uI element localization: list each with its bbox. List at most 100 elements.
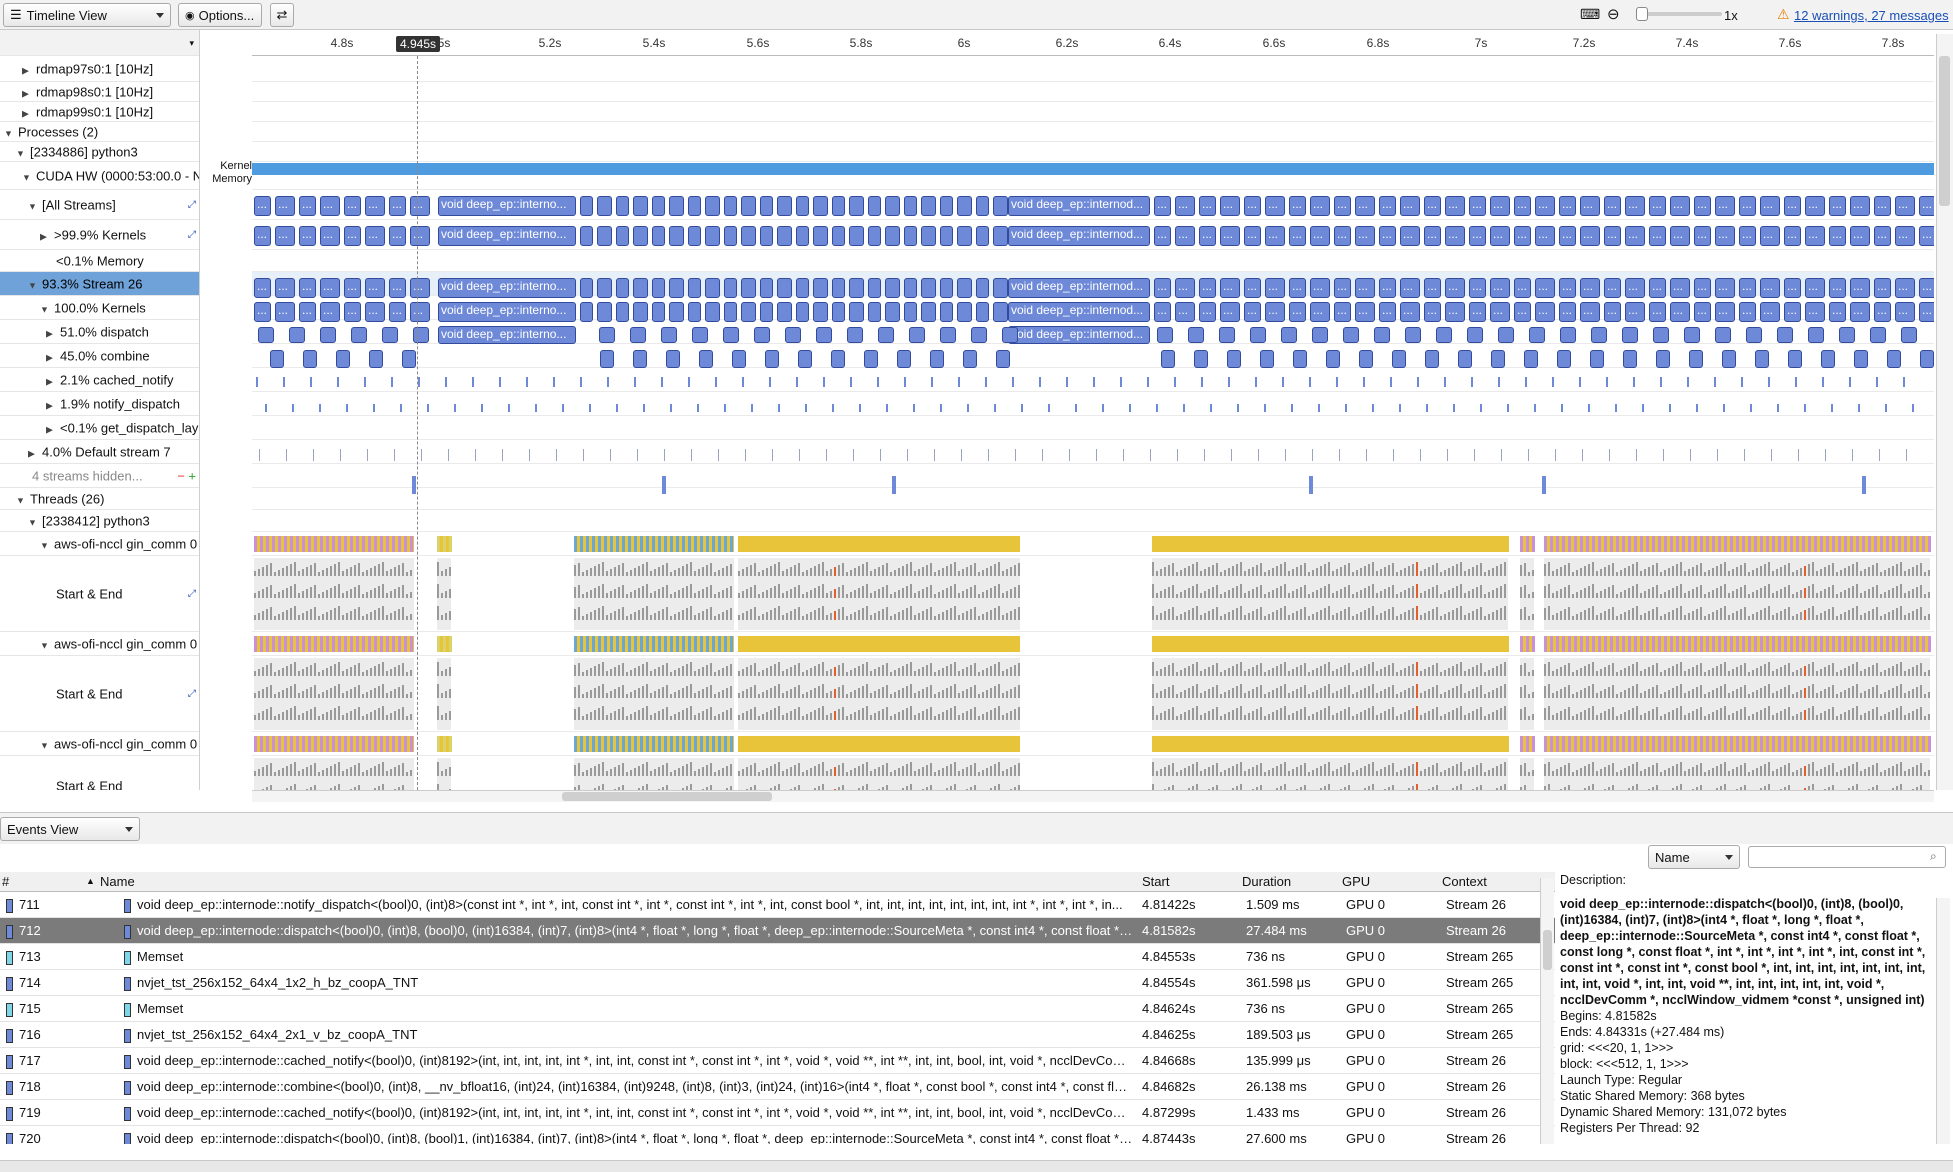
kernel-block[interactable] bbox=[580, 278, 593, 298]
kernel-block[interactable]: ... bbox=[1805, 196, 1825, 216]
kernel-block[interactable]: ... bbox=[1400, 278, 1420, 298]
notify-mark[interactable] bbox=[1534, 404, 1536, 412]
kernel-block[interactable]: ... bbox=[1580, 302, 1600, 322]
dispatch-block[interactable] bbox=[692, 327, 708, 343]
kernel-block[interactable] bbox=[849, 278, 864, 298]
kernel-block[interactable]: ... bbox=[1850, 196, 1870, 216]
tree-row[interactable]: Start & End ⤢ bbox=[0, 656, 199, 732]
kernel-block[interactable]: ... bbox=[389, 196, 406, 216]
kernel-block[interactable] bbox=[724, 196, 737, 216]
kernel-block[interactable] bbox=[796, 278, 809, 298]
collapse-arrow-icon[interactable]: ▼ bbox=[28, 280, 37, 290]
collapse-arrow-icon[interactable]: ▼ bbox=[16, 495, 25, 505]
default-stream-mark[interactable] bbox=[637, 449, 638, 461]
kernel-block[interactable]: ... bbox=[320, 226, 340, 246]
default-stream-mark[interactable] bbox=[394, 449, 395, 461]
notify-mark[interactable] bbox=[1498, 377, 1500, 387]
timeline-lane[interactable] bbox=[252, 416, 1934, 440]
kernel-block[interactable]: ... bbox=[1244, 226, 1261, 246]
kernel-dispatch-block[interactable]: void deep_ep::interno... bbox=[438, 226, 576, 246]
notify-mark[interactable] bbox=[1372, 404, 1374, 412]
timeline-lane[interactable] bbox=[252, 142, 1934, 162]
collapse-arrow-icon[interactable]: ▼ bbox=[40, 640, 49, 650]
notify-mark[interactable] bbox=[562, 404, 564, 412]
kernel-block[interactable]: ... bbox=[1625, 278, 1645, 298]
notify-mark[interactable] bbox=[1282, 377, 1284, 387]
kernel-block[interactable]: ... bbox=[1154, 302, 1171, 322]
expand-arrow-icon[interactable]: ▶ bbox=[46, 328, 53, 338]
default-stream-mark[interactable] bbox=[1474, 449, 1475, 461]
expand-arrow-icon[interactable]: ▶ bbox=[46, 400, 53, 410]
kernel-block[interactable]: ... bbox=[320, 196, 340, 216]
tree-row[interactable]: ▶ 2.1% cached_notify bbox=[0, 368, 199, 392]
notify-mark[interactable] bbox=[1669, 404, 1671, 412]
kernel-block[interactable] bbox=[885, 302, 900, 322]
keyboard-icon[interactable]: ⌨ bbox=[1580, 6, 1601, 22]
kernel-block[interactable] bbox=[796, 196, 809, 216]
hidden-stream-mark[interactable] bbox=[1309, 476, 1313, 494]
kernel-block[interactable]: ... bbox=[365, 226, 385, 246]
kernel-block[interactable]: ... bbox=[1895, 226, 1915, 246]
default-stream-mark[interactable] bbox=[1771, 449, 1772, 461]
timeline-lane[interactable] bbox=[252, 56, 1934, 82]
kernel-block[interactable] bbox=[813, 196, 828, 216]
kernel-block[interactable] bbox=[849, 302, 864, 322]
kernel-block[interactable] bbox=[669, 196, 684, 216]
default-stream-mark[interactable] bbox=[718, 449, 719, 461]
notify-mark[interactable] bbox=[337, 377, 339, 387]
dispatch-block[interactable] bbox=[940, 327, 956, 343]
dispatch-block[interactable]: void deep_ep::internod... bbox=[1008, 326, 1150, 344]
expand-arrow-icon[interactable]: ▶ bbox=[40, 231, 47, 241]
kernel-block[interactable]: ... bbox=[1784, 226, 1801, 246]
dispatch-block[interactable] bbox=[816, 327, 832, 343]
tree-row[interactable]: ▶ 51.0% dispatch bbox=[0, 320, 199, 344]
kernel-block[interactable]: ... bbox=[1694, 278, 1711, 298]
kernel-block[interactable]: ... bbox=[344, 302, 361, 322]
tree-row[interactable]: ▼ aws-ofi-nccl gin_comm 0 bbox=[0, 632, 199, 656]
kernel-block[interactable]: ... bbox=[1649, 196, 1666, 216]
kernel-dispatch-block[interactable]: void deep_ep::interno... bbox=[438, 302, 576, 322]
combine-block[interactable] bbox=[270, 350, 284, 368]
notify-mark[interactable] bbox=[1048, 404, 1050, 412]
expand-arrow-icon[interactable]: ▶ bbox=[46, 424, 53, 434]
zoom-slider[interactable] bbox=[1636, 7, 1722, 21]
combine-block[interactable] bbox=[765, 350, 779, 368]
combine-block[interactable] bbox=[1623, 350, 1637, 368]
kernel-block[interactable] bbox=[652, 196, 665, 216]
notify-mark[interactable] bbox=[1291, 404, 1293, 412]
kernel-block[interactable] bbox=[633, 226, 648, 246]
notify-mark[interactable] bbox=[364, 377, 366, 387]
timeline-lane[interactable] bbox=[252, 220, 1934, 250]
kernel-block[interactable] bbox=[904, 226, 917, 246]
kernel-block[interactable]: ... bbox=[1874, 226, 1891, 246]
kernel-block[interactable] bbox=[760, 226, 773, 246]
dispatch-block[interactable] bbox=[1653, 327, 1669, 343]
kernel-block[interactable] bbox=[633, 302, 648, 322]
dispatch-block[interactable] bbox=[258, 327, 274, 343]
kernel-block[interactable]: ... bbox=[1670, 226, 1690, 246]
default-stream-mark[interactable] bbox=[1339, 449, 1340, 461]
notify-mark[interactable] bbox=[1768, 377, 1770, 387]
combine-block[interactable] bbox=[1887, 350, 1901, 368]
kernel-block[interactable]: ... bbox=[1400, 302, 1420, 322]
tree-row[interactable]: ▼ Threads (26) bbox=[0, 488, 199, 510]
kernel-block[interactable] bbox=[904, 278, 917, 298]
notify-mark[interactable] bbox=[1399, 404, 1401, 412]
kernel-block[interactable]: ... bbox=[1175, 302, 1195, 322]
table-row[interactable]: 711 void deep_ep::internode::notify_dispa… bbox=[0, 892, 1555, 918]
kernel-dispatch-block[interactable]: void deep_ep::internod... bbox=[1008, 278, 1150, 298]
kernel-block[interactable]: ... bbox=[1715, 196, 1735, 216]
kernel-block[interactable]: ... bbox=[299, 196, 316, 216]
notify-mark[interactable] bbox=[1660, 377, 1662, 387]
kernel-block[interactable]: ... bbox=[254, 196, 271, 216]
combine-block[interactable] bbox=[1821, 350, 1835, 368]
hidden-stream-mark[interactable] bbox=[1862, 476, 1866, 494]
kernel-block[interactable]: ... bbox=[1784, 196, 1801, 216]
default-stream-mark[interactable] bbox=[1528, 449, 1529, 461]
kernel-block[interactable] bbox=[669, 226, 684, 246]
expand-arrow-icon[interactable]: ▶ bbox=[46, 352, 53, 362]
swap-button[interactable]: ⇄ bbox=[270, 3, 294, 27]
kernel-block[interactable]: ... bbox=[1244, 302, 1261, 322]
tree-row[interactable]: ▶ <0.1% get_dispatch_lay bbox=[0, 416, 199, 440]
kernel-block[interactable]: ... bbox=[1154, 278, 1171, 298]
